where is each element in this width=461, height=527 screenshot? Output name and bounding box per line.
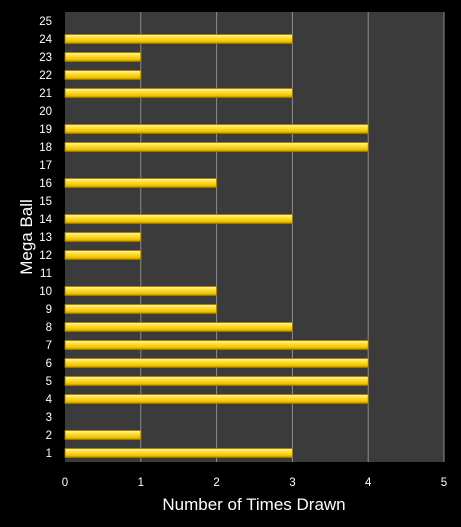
y-tick-label-1: 1 bbox=[46, 448, 52, 460]
bar-mega-ball-22 bbox=[64, 70, 142, 80]
y-tick-label-22: 22 bbox=[39, 70, 52, 82]
bar-mega-ball-23 bbox=[64, 52, 142, 62]
bar-mega-ball-12 bbox=[64, 250, 142, 260]
bar-mega-ball-24 bbox=[64, 34, 293, 44]
bar-mega-ball-19 bbox=[64, 124, 369, 134]
bar-mega-ball-6 bbox=[64, 358, 369, 368]
y-tick-label-16: 16 bbox=[39, 178, 52, 190]
y-tick-label-17: 17 bbox=[39, 160, 52, 172]
bar-mega-ball-13 bbox=[64, 232, 142, 242]
bar-mega-ball-2 bbox=[64, 430, 142, 440]
y-tick-label-7: 7 bbox=[46, 340, 52, 352]
y-tick-label-9: 9 bbox=[46, 304, 52, 316]
x-tick-labels: 0 1 2 3 4 5 bbox=[62, 477, 447, 489]
bar-mega-ball-8 bbox=[64, 322, 293, 332]
bar-mega-ball-16 bbox=[64, 178, 218, 188]
bar-mega-ball-7 bbox=[64, 340, 369, 350]
y-axis-title: Mega Ball bbox=[17, 199, 36, 275]
bar-mega-ball-10 bbox=[64, 286, 218, 296]
y-tick-label-20: 20 bbox=[39, 106, 52, 118]
y-tick-label-3: 3 bbox=[46, 412, 52, 424]
x-tick-label-2: 2 bbox=[213, 477, 219, 489]
y-tick-label-24: 24 bbox=[39, 34, 52, 46]
bar-mega-ball-9 bbox=[64, 304, 218, 314]
y-tick-label-4: 4 bbox=[46, 394, 53, 406]
y-tick-label-12: 12 bbox=[39, 250, 52, 262]
y-tick-label-25: 25 bbox=[39, 16, 52, 28]
y-tick-label-8: 8 bbox=[46, 322, 52, 334]
x-tick-label-0: 0 bbox=[62, 477, 68, 489]
x-tick-label-3: 3 bbox=[289, 477, 295, 489]
y-tick-label-23: 23 bbox=[39, 52, 52, 64]
bar-mega-ball-4 bbox=[64, 394, 369, 404]
y-tick-label-19: 19 bbox=[39, 124, 52, 136]
x-axis-title: Number of Times Drawn bbox=[162, 495, 345, 514]
y-tick-label-18: 18 bbox=[39, 142, 52, 154]
y-tick-label-14: 14 bbox=[39, 214, 52, 226]
y-tick-label-5: 5 bbox=[46, 376, 52, 388]
bar-mega-ball-21 bbox=[64, 88, 293, 98]
gridlines bbox=[140, 12, 445, 462]
bar-mega-ball-1 bbox=[64, 448, 293, 458]
y-tick-label-10: 10 bbox=[39, 286, 52, 298]
y-tick-label-21: 21 bbox=[39, 88, 52, 100]
y-tick-label-2: 2 bbox=[46, 430, 52, 442]
bar-mega-ball-14 bbox=[64, 214, 293, 224]
y-tick-label-13: 13 bbox=[39, 232, 52, 244]
y-tick-label-6: 6 bbox=[46, 358, 52, 370]
bars bbox=[64, 34, 369, 458]
y-tick-label-11: 11 bbox=[40, 268, 52, 280]
y-tick-labels: 1234567891011121314151617181920212223242… bbox=[39, 16, 52, 460]
x-tick-label-4: 4 bbox=[365, 477, 372, 489]
x-tick-label-5: 5 bbox=[441, 477, 447, 489]
bar-mega-ball-18 bbox=[64, 142, 369, 152]
x-tick-label-1: 1 bbox=[138, 477, 144, 489]
bar-mega-ball-5 bbox=[64, 376, 369, 386]
y-tick-label-15: 15 bbox=[39, 196, 52, 208]
